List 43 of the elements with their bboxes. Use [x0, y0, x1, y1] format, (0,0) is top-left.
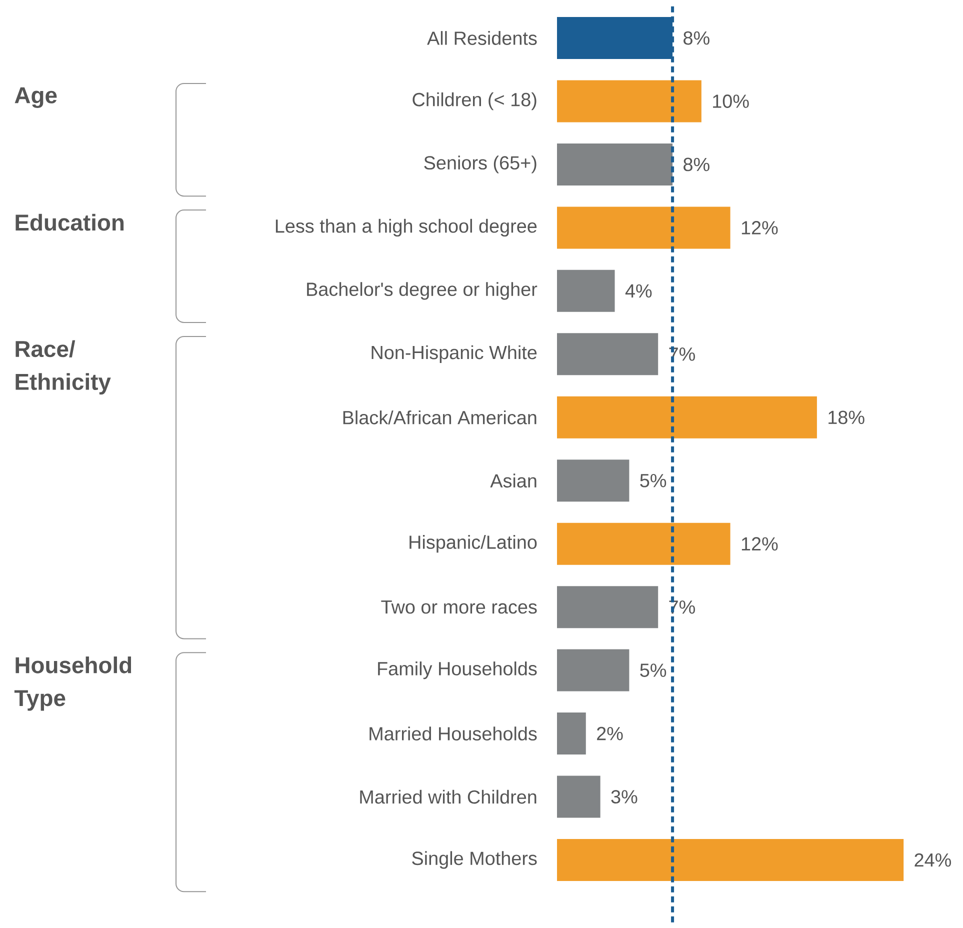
data-label: 8%: [684, 158, 710, 172]
bar: [557, 460, 630, 502]
y-tick-label: Family Households: [378, 661, 537, 680]
bar: [557, 712, 586, 755]
bar: [557, 270, 615, 312]
y-tick-label: Children (< 18): [412, 92, 536, 110]
data-label: 4%: [625, 284, 652, 298]
data-label: 2%: [597, 726, 623, 740]
bar: [557, 143, 673, 186]
text: Race/Ethnicity: [16, 340, 111, 395]
data-label: 5%: [640, 474, 666, 488]
y-tick-label: Bachelor's degree or higher: [307, 282, 538, 300]
y-tick-label: All Residents: [427, 31, 537, 45]
bar: [557, 776, 600, 818]
data-label: 3%: [611, 790, 638, 804]
data-label: 5%: [640, 664, 666, 677]
y-tick-label: Non-Hispanic White: [372, 345, 537, 363]
bar: [557, 80, 702, 122]
data-label: 12%: [742, 537, 778, 551]
bar: [557, 838, 904, 881]
y-tick-label: Married with Children: [360, 790, 536, 804]
y-tick-label: Black/African American: [343, 410, 536, 424]
data-label: 18%: [828, 410, 864, 424]
text: Age: [14, 87, 57, 108]
y-tick-label: Asian: [490, 474, 536, 488]
bar: [557, 586, 658, 628]
y-tick-label: Hispanic/Latino: [410, 535, 537, 553]
data-label: 24%: [914, 853, 951, 867]
bar: [557, 206, 730, 249]
text: Household Type: [14, 656, 132, 711]
y-tick-label: Seniors (65+): [424, 156, 536, 174]
bar: [557, 396, 817, 438]
text: Education: [16, 214, 124, 231]
bar: [557, 522, 730, 565]
y-tick-label: Single Mothers: [412, 851, 537, 869]
data-label: 8%: [684, 31, 710, 45]
y-tick-label: Married Households: [370, 726, 537, 740]
y-tick-label: Two or more races: [381, 600, 537, 614]
data-label: 10%: [713, 94, 749, 108]
y-tick-label: Less than a high school degree: [276, 218, 537, 237]
bar: [557, 649, 630, 692]
data-label: 12%: [742, 221, 778, 234]
bar: [557, 333, 658, 376]
